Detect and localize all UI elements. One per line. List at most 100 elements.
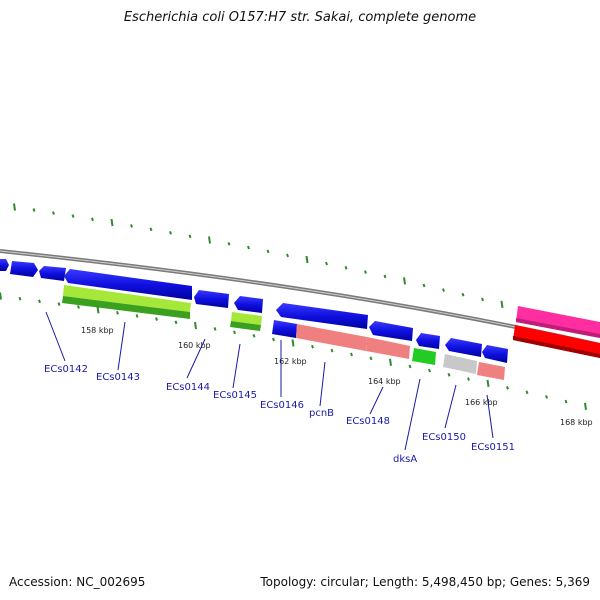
gene-arrow[interactable] xyxy=(10,261,38,277)
tick-label: 160 kbp xyxy=(178,341,211,350)
gene-label-dksA[interactable]: dksA xyxy=(393,454,417,465)
gene-ECs0150[interactable] xyxy=(445,338,482,357)
tick-labels: 158 kbp 160 kbp 162 kbp 164 kbp 166 kbp … xyxy=(81,326,593,427)
cds-features xyxy=(62,285,505,380)
gene-label-ECs0143[interactable]: ECs0143 xyxy=(96,372,140,383)
major-tick xyxy=(13,203,16,211)
major-tick xyxy=(403,277,406,285)
minor-tick xyxy=(467,377,470,381)
minor-tick xyxy=(481,297,484,302)
minor-tick xyxy=(564,399,568,404)
forward-strand-genes xyxy=(0,259,600,363)
major-tick xyxy=(110,218,114,227)
minor-tick xyxy=(408,364,412,369)
cds-ECs0148[interactable] xyxy=(366,337,410,359)
minor-tick xyxy=(461,292,465,297)
minor-tick xyxy=(272,337,275,342)
tick-label: 166 kbp xyxy=(465,398,498,407)
minor-tick xyxy=(311,344,314,349)
cds-pcnB[interactable] xyxy=(296,324,367,351)
major-tick xyxy=(208,236,211,244)
gene-label-pcnB[interactable]: pcnB xyxy=(309,408,334,419)
minor-tick xyxy=(525,390,529,395)
major-tick xyxy=(305,255,309,264)
inner-tick-ring xyxy=(0,292,587,410)
minor-tick xyxy=(77,305,80,309)
gene-label-ECs0146[interactable]: ECs0146 xyxy=(260,400,304,411)
minor-tick xyxy=(188,234,192,239)
gene-ECs0145[interactable] xyxy=(234,296,263,313)
label-leaders xyxy=(45,311,494,451)
minor-tick xyxy=(383,274,387,279)
minor-tick xyxy=(174,320,178,325)
gene-dksA[interactable] xyxy=(416,333,440,349)
major-tick xyxy=(389,358,392,366)
minor-tick xyxy=(169,230,172,235)
minor-tick xyxy=(286,253,289,258)
cds-ECs0150[interactable] xyxy=(443,354,477,374)
minor-tick xyxy=(364,270,367,274)
feature-magenta-shade xyxy=(516,318,600,338)
minor-tick xyxy=(447,372,451,377)
minor-tick xyxy=(252,334,256,338)
cds-ECs0143-lower xyxy=(62,296,190,319)
minor-tick xyxy=(344,266,348,270)
major-tick xyxy=(0,292,2,300)
minor-tick xyxy=(213,327,217,331)
gene-ECs0151[interactable] xyxy=(482,345,508,363)
cds-ECs0151[interactable] xyxy=(477,362,505,380)
minor-tick xyxy=(155,317,158,321)
major-tick xyxy=(194,321,197,330)
tick-label: 162 kbp xyxy=(274,357,307,366)
gene-label-ECs0142[interactable]: ECs0142 xyxy=(44,364,88,375)
major-tick xyxy=(584,402,587,410)
minor-tick xyxy=(71,214,75,218)
outer-tick-ring xyxy=(13,203,600,334)
gene-arrow[interactable] xyxy=(0,259,9,271)
gene-labels: ECs0142 ECs0143 ECs0144 ECs0145 ECs0146 … xyxy=(44,364,515,465)
gene-label-ECs0151[interactable]: ECs0151 xyxy=(471,442,515,453)
gene-label-ECs0150[interactable]: ECs0150 xyxy=(422,432,466,443)
minor-tick xyxy=(52,211,55,215)
feature-red-shade xyxy=(513,336,600,358)
minor-tick xyxy=(38,299,41,304)
minor-tick xyxy=(545,395,548,399)
major-tick xyxy=(486,379,490,388)
minor-tick xyxy=(369,356,373,361)
cds-dksA[interactable] xyxy=(412,348,436,365)
major-tick xyxy=(500,300,504,308)
minor-tick xyxy=(266,249,270,254)
tick-label: 164 kbp xyxy=(368,377,401,386)
minor-tick xyxy=(57,302,61,306)
minor-tick xyxy=(32,208,36,212)
minor-tick xyxy=(506,386,509,390)
gene-ECs0148[interactable] xyxy=(369,321,413,341)
gene-ECs0143[interactable] xyxy=(64,269,192,300)
minor-tick xyxy=(233,330,236,335)
cds-ECs0146[interactable] xyxy=(272,320,297,338)
gene-arrow[interactable] xyxy=(39,266,66,281)
gene-pcnB[interactable] xyxy=(276,303,368,329)
tick-label: 168 kbp xyxy=(560,418,593,427)
gene-label-ECs0148[interactable]: ECs0148 xyxy=(346,416,390,427)
cds-ECs0143[interactable] xyxy=(63,285,191,312)
minor-tick xyxy=(442,288,445,292)
major-tick xyxy=(291,339,295,347)
minor-tick xyxy=(149,227,153,232)
minor-tick xyxy=(428,368,431,373)
minor-tick xyxy=(135,314,139,318)
minor-tick xyxy=(18,296,22,301)
gene-label-ECs0145[interactable]: ECs0145 xyxy=(213,390,257,401)
major-tick xyxy=(96,306,100,314)
genome-summary: Topology: circular; Length: 5,498,450 bp… xyxy=(260,575,590,589)
gene-ECs0144[interactable] xyxy=(194,290,229,308)
cds-ECs0145[interactable] xyxy=(231,312,262,325)
minor-tick xyxy=(350,352,353,357)
minor-tick xyxy=(116,311,119,315)
minor-tick xyxy=(91,217,94,222)
gene-label-ECs0144[interactable]: ECs0144 xyxy=(166,382,210,393)
minor-tick xyxy=(325,261,328,266)
tick-label: 158 kbp xyxy=(81,326,114,335)
minor-tick xyxy=(247,245,250,250)
